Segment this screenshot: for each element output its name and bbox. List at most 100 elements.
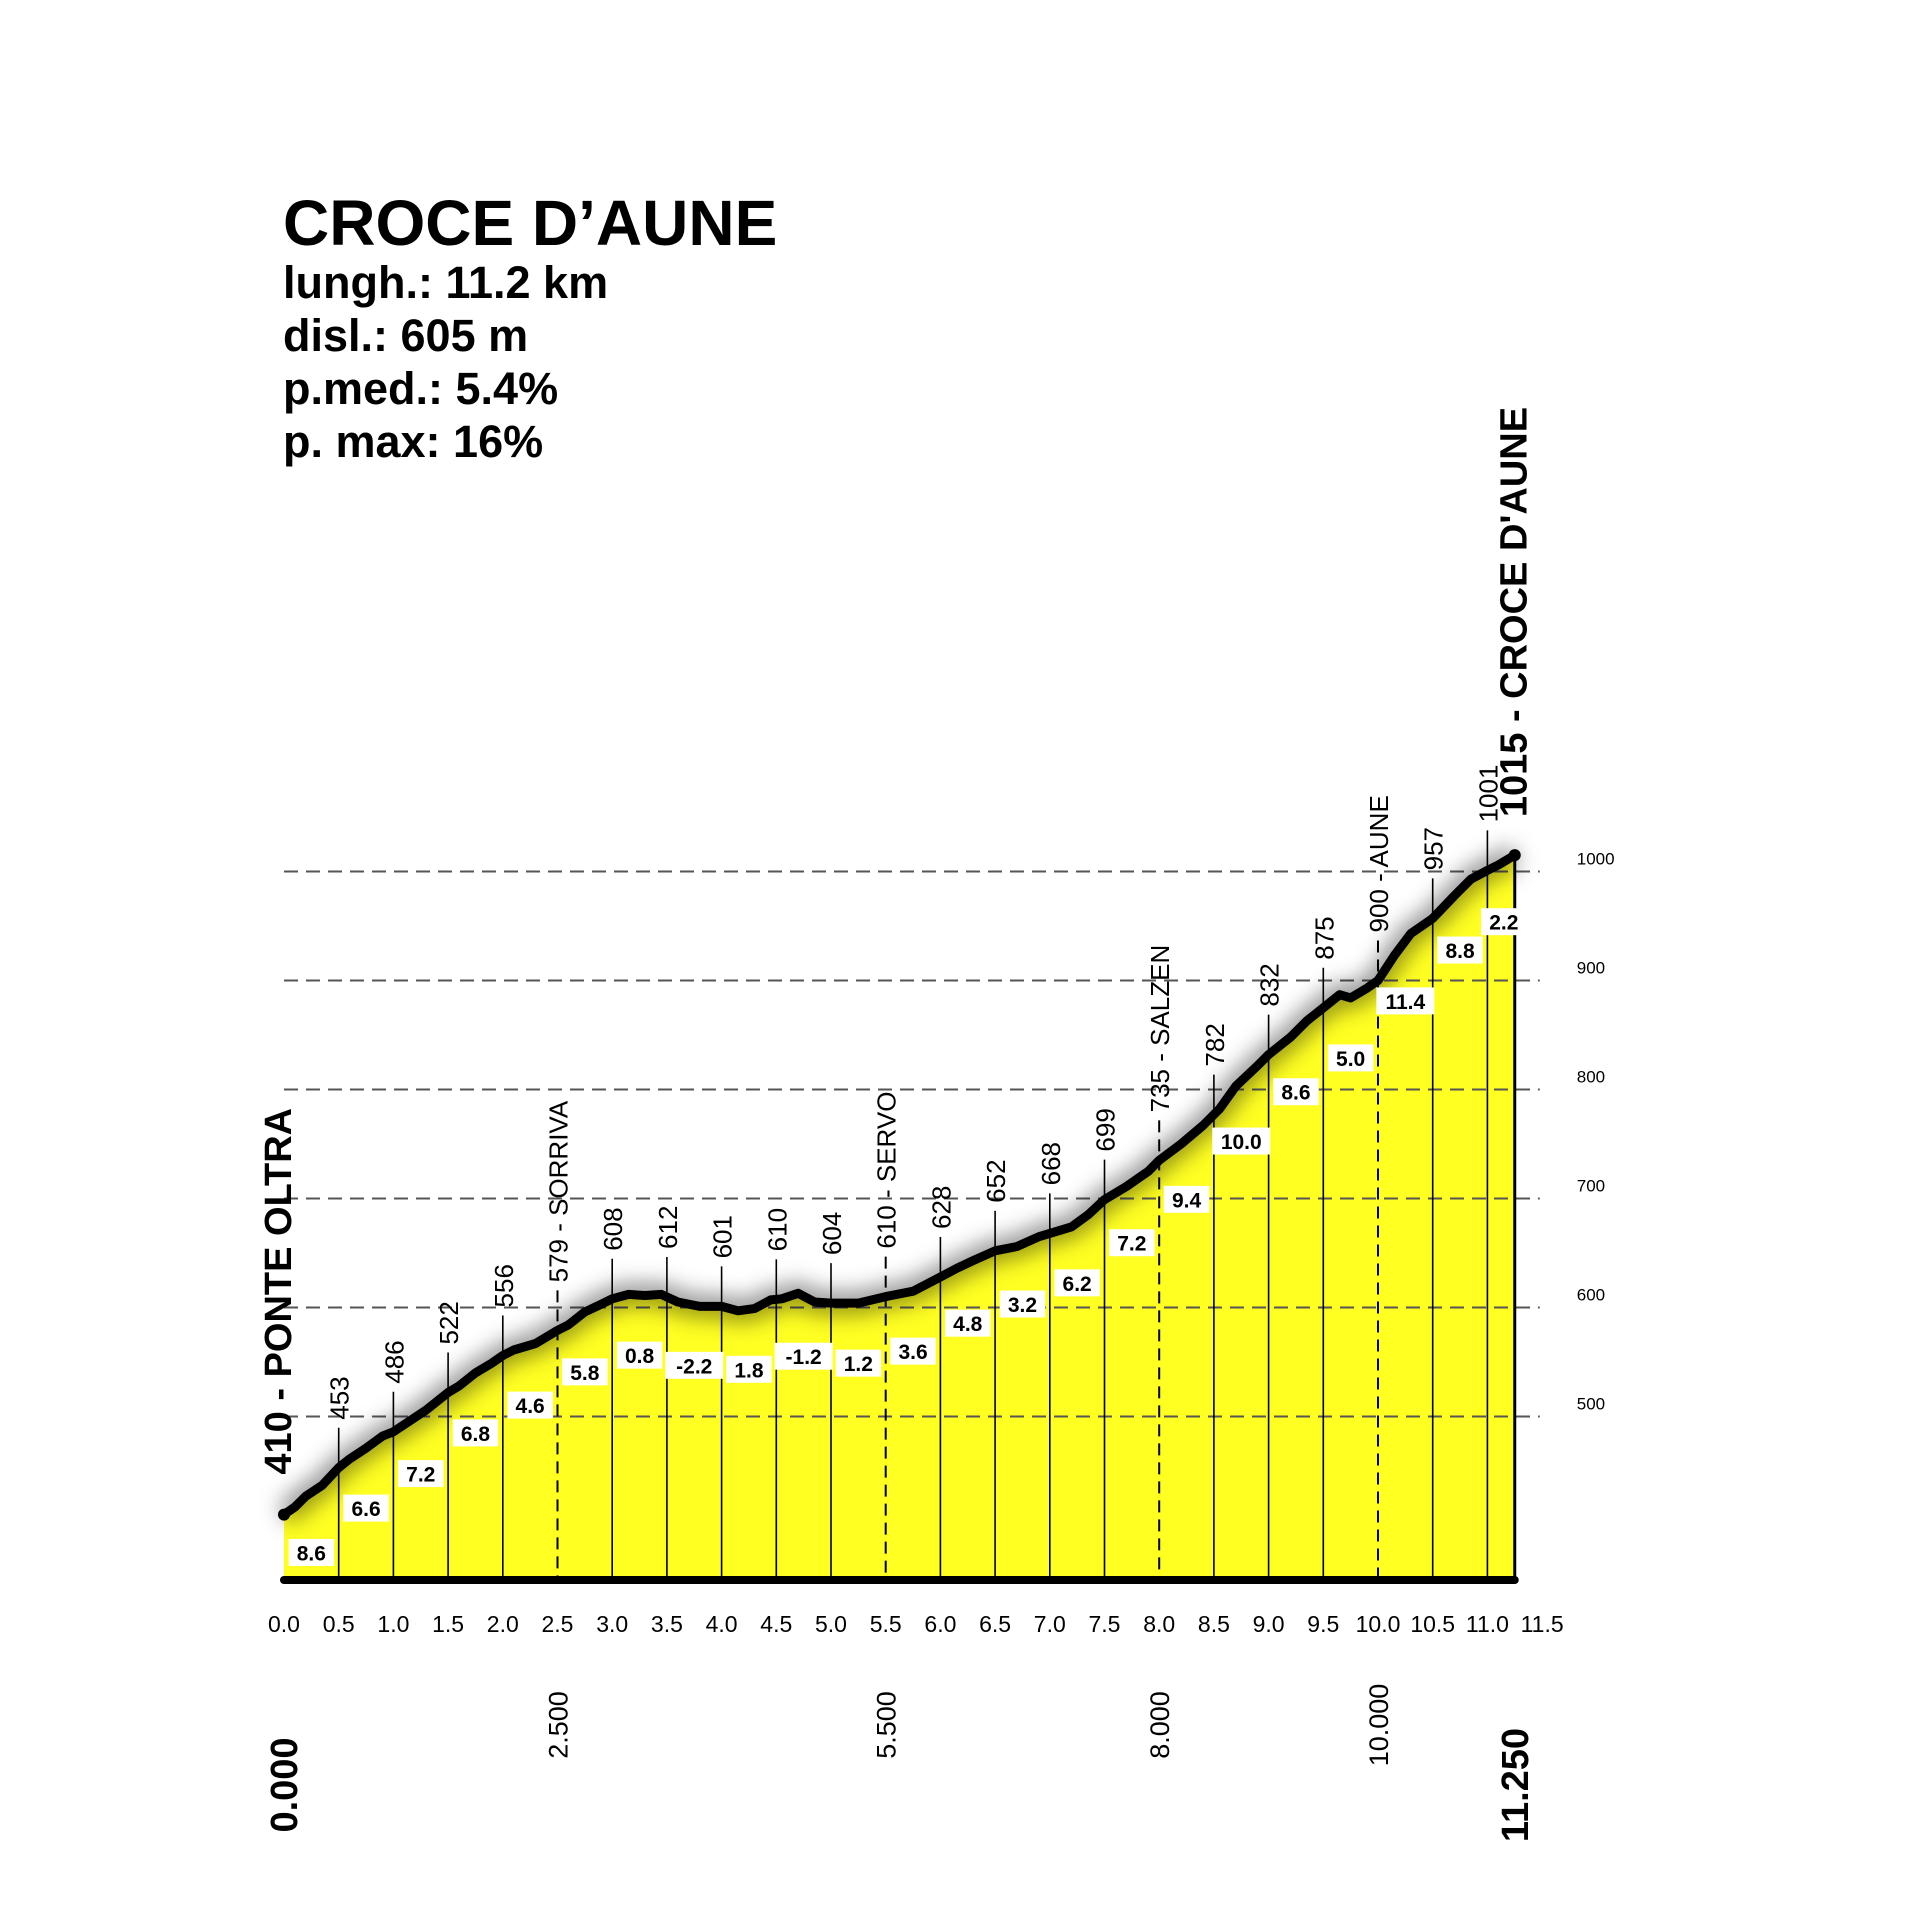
gradient-label-box xyxy=(1481,908,1527,936)
gradient-label-box xyxy=(999,1290,1046,1318)
x-tick-label: 10.5 xyxy=(1410,1611,1455,1637)
gradient-label: -1.2 xyxy=(786,1346,822,1369)
km-marker-label: 10.000 xyxy=(1364,1684,1394,1767)
end-place-label: 1015 - CROCE D'AUNE xyxy=(1494,407,1536,817)
x-tick-label: 8.0 xyxy=(1143,1611,1175,1637)
profile-fill-layer xyxy=(284,855,1515,1580)
y-tick-label: 500 xyxy=(1577,1395,1605,1414)
grid-layer xyxy=(284,830,1540,1580)
x-tick-label: 7.5 xyxy=(1089,1611,1121,1637)
altitude-label: 610 - SERVO xyxy=(872,1092,902,1249)
gradient-label: 5.8 xyxy=(570,1362,600,1385)
gradient-label: 1.2 xyxy=(844,1353,873,1376)
gradient-label-box xyxy=(945,1309,991,1337)
gradient-label: 9.4 xyxy=(1172,1189,1202,1212)
start-dot xyxy=(278,1508,290,1521)
chart-title: CROCE D’AUNE xyxy=(283,187,777,259)
gradient-label: -2.2 xyxy=(676,1355,712,1378)
gradient-label: 2.2 xyxy=(1489,912,1518,935)
end-dot xyxy=(1508,849,1521,862)
gradient-label: 7.2 xyxy=(1117,1233,1146,1256)
altitude-label: 628 xyxy=(926,1186,956,1229)
gradient-label: 0.8 xyxy=(625,1345,655,1368)
gradient-label-box xyxy=(1212,1127,1271,1155)
gradient-label: 6.2 xyxy=(1063,1273,1092,1296)
altitude-label: 608 xyxy=(598,1207,628,1250)
gradient-label-box xyxy=(398,1460,444,1488)
gradient-label-box xyxy=(774,1342,833,1370)
x-tick-label: 3.5 xyxy=(651,1611,683,1637)
gradient-label-box xyxy=(1437,936,1483,964)
gradient-label: 3.2 xyxy=(1008,1294,1037,1317)
gradient-label-box xyxy=(1273,1078,1319,1106)
gradient-label-box xyxy=(726,1355,772,1383)
gradient-label: 4.8 xyxy=(953,1313,983,1336)
y-tick-label: 800 xyxy=(1577,1068,1605,1087)
altitude-label: 900 - AUNE xyxy=(1364,795,1394,932)
altitude-label: 486 xyxy=(379,1340,409,1383)
gradient-label: 10.0 xyxy=(1221,1131,1262,1154)
x-tick-label: 2.5 xyxy=(542,1611,574,1637)
km-marker-label: 5.500 xyxy=(872,1691,902,1759)
x-tick-label: 0.0 xyxy=(268,1611,300,1637)
altitude-label: 556 xyxy=(489,1264,519,1307)
altitude-label: 652 xyxy=(981,1159,1011,1202)
gradient-label-box xyxy=(1054,1269,1100,1297)
profile-line-layer xyxy=(277,845,1521,1584)
km-marker-label: 8.000 xyxy=(1145,1691,1175,1759)
altitude-label: 699 xyxy=(1091,1108,1121,1151)
altitude-label: 604 xyxy=(817,1212,847,1255)
x-tick-label: 1.0 xyxy=(377,1611,409,1637)
altitude-label: 735 - SALZEN xyxy=(1145,945,1175,1113)
altitude-label: 579 - SORRIVA xyxy=(544,1100,574,1282)
gradient-label: 4.6 xyxy=(516,1395,545,1418)
gradient-label-box xyxy=(890,1337,936,1365)
x-tick-label: 9.5 xyxy=(1307,1611,1339,1637)
gradient-label-box xyxy=(616,1341,663,1369)
chart-header: CROCE D’AUNE lungh.: 11.2 km disl.: 605 … xyxy=(283,187,777,467)
gradient-label-box xyxy=(835,1349,882,1377)
x-tick-label: 5.0 xyxy=(815,1611,847,1637)
gradient-label: 7.2 xyxy=(406,1464,435,1487)
altitude-label: 668 xyxy=(1036,1142,1066,1185)
km-marker-label: 2.500 xyxy=(544,1691,574,1759)
x-tick-label: 6.5 xyxy=(979,1611,1011,1637)
x-tick-label: 5.5 xyxy=(870,1611,902,1637)
y-tick-label: 700 xyxy=(1577,1177,1605,1196)
x-tick-label: 11.5 xyxy=(1521,1611,1564,1637)
altitude-label: 957 xyxy=(1419,827,1449,870)
x-tick-label: 6.0 xyxy=(924,1611,956,1637)
gradient-label: 3.6 xyxy=(898,1341,927,1364)
gradient-label-box xyxy=(343,1494,389,1522)
altitude-label: 601 xyxy=(708,1215,738,1258)
altitude-label: 522 xyxy=(434,1301,464,1344)
stat-average-gradient: p.med.: 5.4% xyxy=(283,363,558,414)
y-tick-label: 600 xyxy=(1577,1286,1605,1305)
gradient-label-box xyxy=(1327,1044,1374,1072)
x-tick-label: 2.0 xyxy=(487,1611,519,1637)
altitude-label: 875 xyxy=(1309,916,1339,959)
x-tick-label: 4.5 xyxy=(760,1611,792,1637)
x-tick-label: 3.0 xyxy=(596,1611,628,1637)
gradient-label: 11.4 xyxy=(1385,991,1425,1014)
altitude-label: 782 xyxy=(1200,1023,1230,1066)
stat-elevation-gain: disl.: 605 m xyxy=(283,310,528,361)
gradient-label-box xyxy=(1163,1185,1210,1213)
x-tick-label: 7.0 xyxy=(1034,1611,1066,1637)
altitude-label: 610 xyxy=(762,1208,792,1251)
x-tick-label: 9.0 xyxy=(1253,1611,1285,1637)
y-tick-label: 1000 xyxy=(1577,850,1615,869)
x-tick-label: 8.5 xyxy=(1198,1611,1230,1637)
x-tick-label: 11.0 xyxy=(1466,1611,1509,1637)
stat-max-gradient: p. max: 16% xyxy=(283,416,543,467)
x-tick-label: 0.5 xyxy=(323,1611,355,1637)
gradient-label: 8.6 xyxy=(1281,1082,1310,1105)
gradient-label-box xyxy=(452,1419,499,1447)
km-marker-label: 11.250 xyxy=(1495,1728,1537,1842)
stat-length: lungh.: 11.2 km xyxy=(283,257,608,308)
gradient-label: 5.0 xyxy=(1336,1048,1365,1071)
gradient-label: 8.6 xyxy=(297,1542,326,1565)
gradient-label-box xyxy=(1109,1229,1155,1257)
altitude-label: 612 xyxy=(653,1206,683,1249)
